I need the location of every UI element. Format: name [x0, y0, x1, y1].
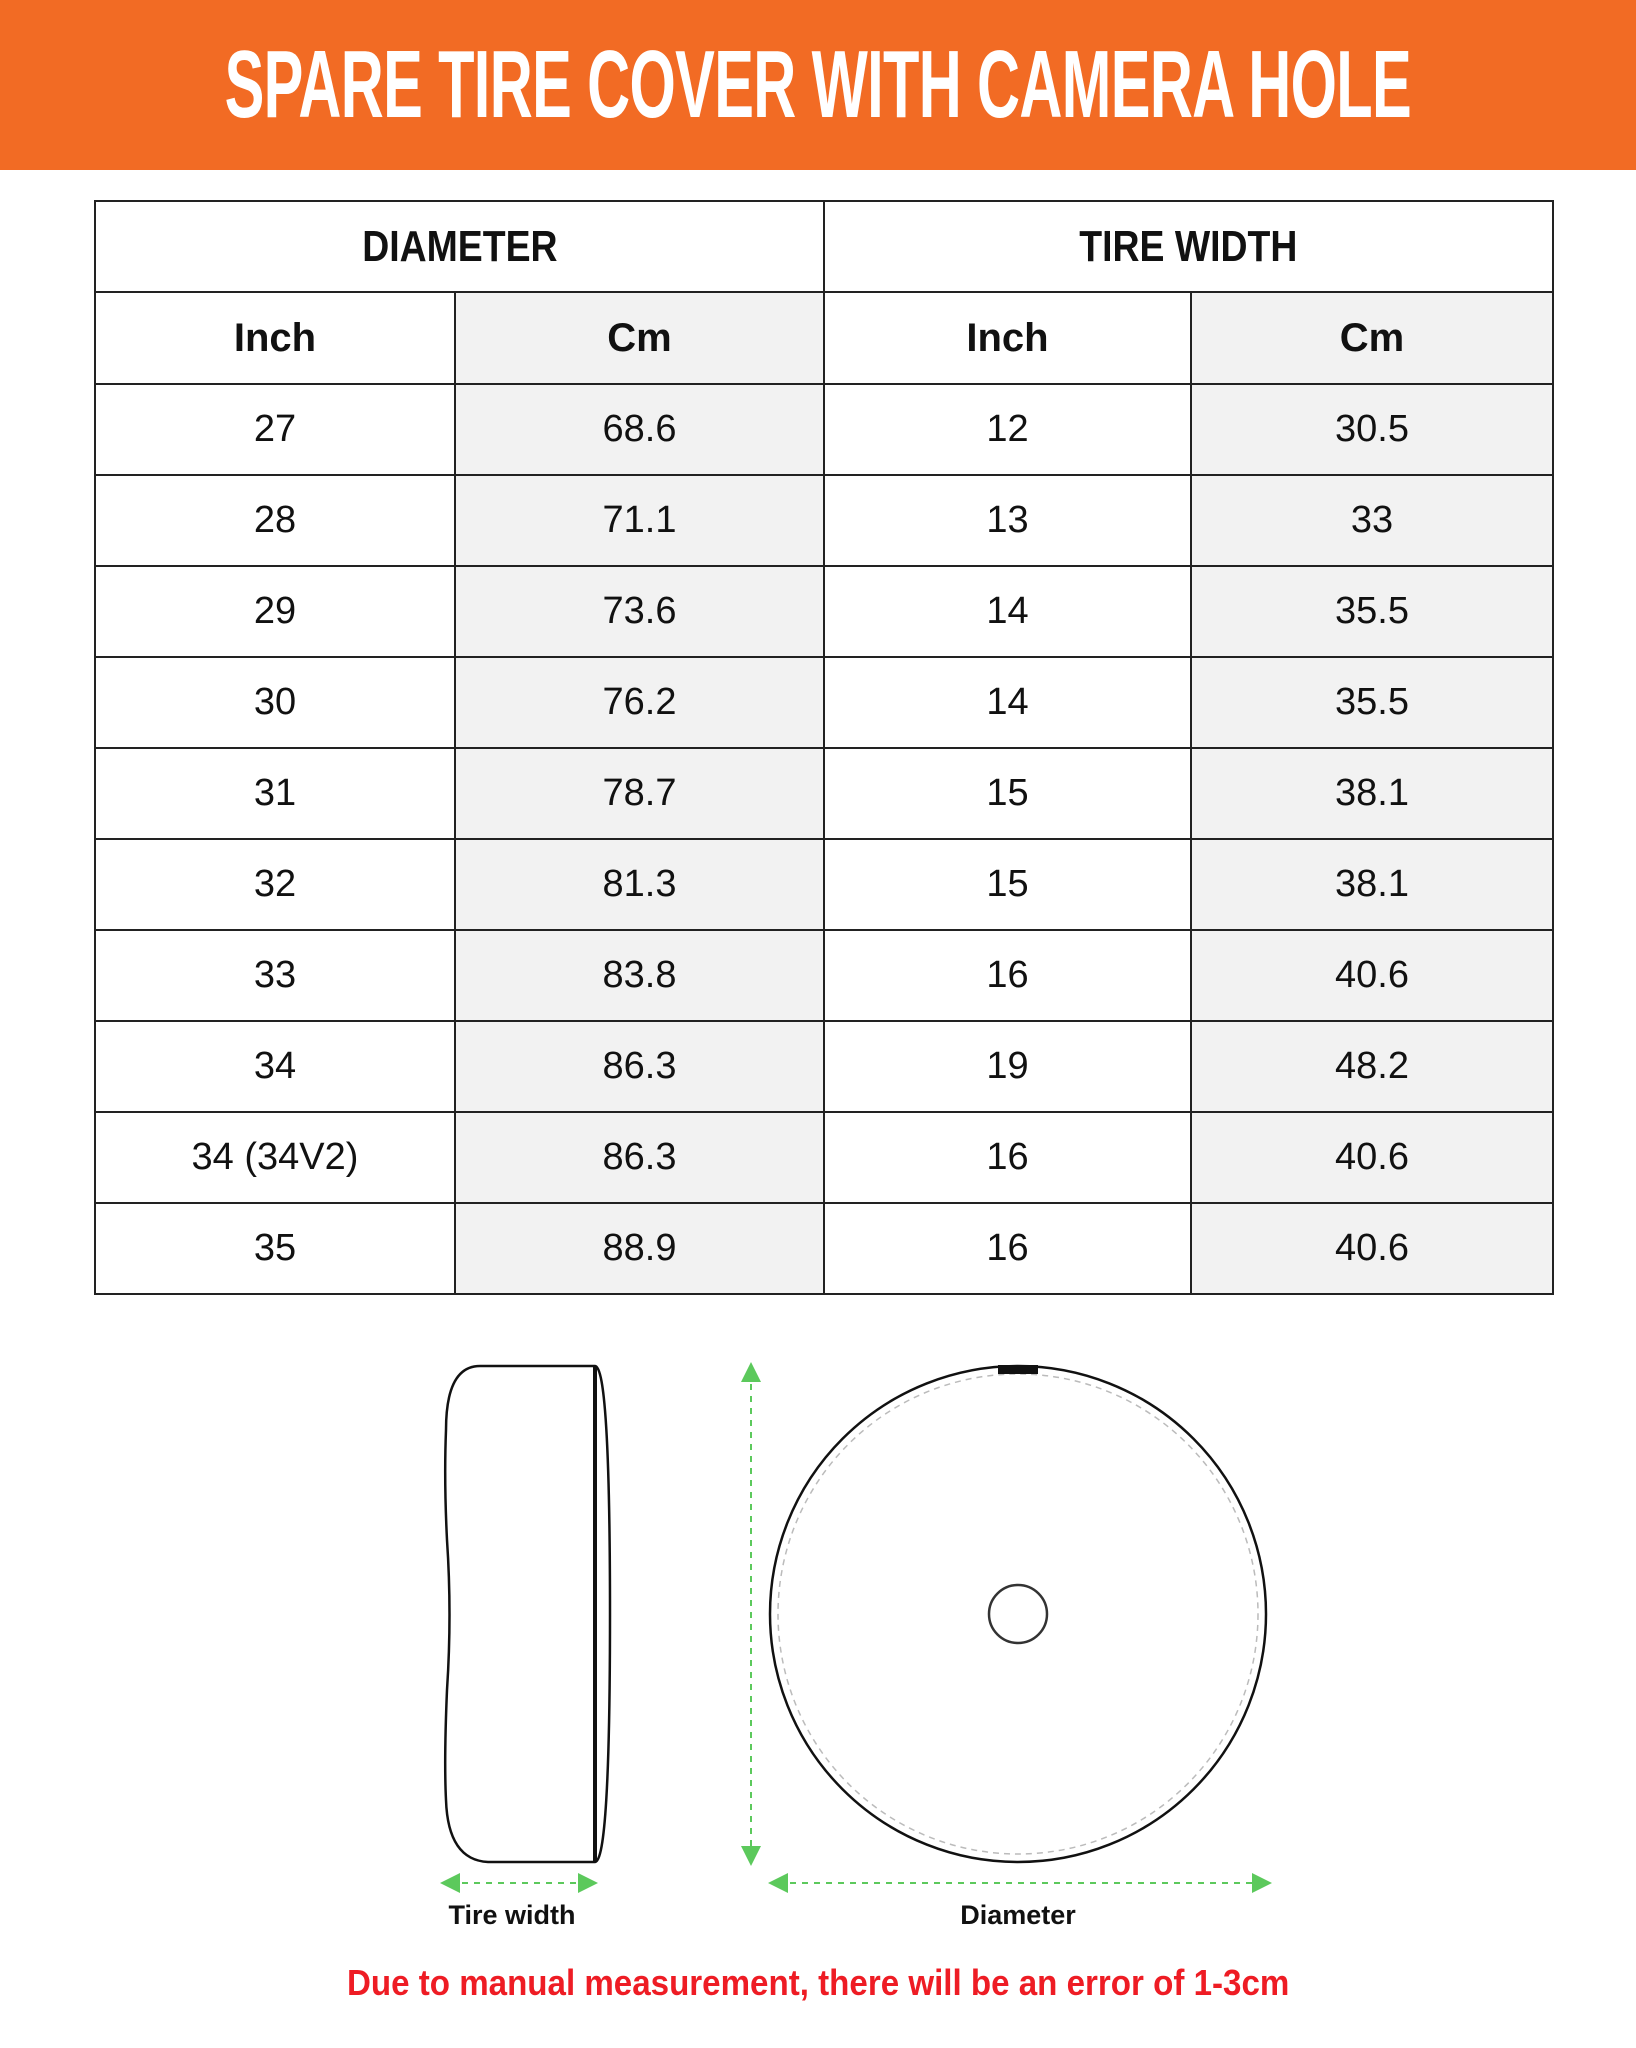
- width-cm-cell: 35.5: [1189, 656, 1555, 749]
- table-row: 28 71.1 13 33: [94, 474, 1555, 567]
- diameter-inch-cell: 34 (34V2): [94, 1111, 456, 1204]
- table-row: 31 78.7 15 38.1: [94, 747, 1555, 840]
- width-cm-cell: 40.6: [1189, 1202, 1555, 1295]
- width-inch-cell: 16: [823, 929, 1192, 1022]
- diameter-cm-cell: 76.2: [454, 656, 825, 749]
- width-inch-cell: 15: [823, 838, 1192, 931]
- width-inch-cell: 16: [823, 1202, 1192, 1295]
- diameter-cm-cell: 86.3: [454, 1020, 825, 1113]
- diameter-cm-cell: 71.1: [454, 474, 825, 567]
- diameter-cm-cell: 73.6: [454, 565, 825, 658]
- subheader-cm: Cm: [1189, 291, 1555, 385]
- table-row: 32 81.3 15 38.1: [94, 838, 1555, 931]
- subheader-inch: Inch: [94, 291, 456, 385]
- size-chart-table: DIAMETER TIRE WIDTH Inch Cm Inch Cm 27 68…: [94, 200, 1555, 1295]
- table-row: 34 (34V2) 86.3 16 40.6: [94, 1111, 1555, 1204]
- width-inch-cell: 13: [823, 474, 1192, 567]
- measurement-note: Due to manual measurement, there will be…: [346, 1962, 1290, 2003]
- diameter-cm-cell: 78.7: [454, 747, 825, 840]
- diameter-cm-cell: 83.8: [454, 929, 825, 1022]
- width-cm-cell: 35.5: [1189, 565, 1555, 658]
- header-tire-width: TIRE WIDTH: [822, 200, 1555, 293]
- width-inch-cell: 12: [823, 383, 1192, 476]
- diameter-inch-cell: 32: [94, 838, 456, 931]
- table-row: 27 68.6 12 30.5: [94, 383, 1555, 476]
- diameter-cm-cell: 68.6: [454, 383, 825, 476]
- table-row: 29 73.6 14 35.5: [94, 565, 1555, 658]
- tire-diagram: Tire width Diameter: [440, 1362, 1272, 1930]
- camera-hole-marker: [998, 1365, 1038, 1374]
- diameter-inch-cell: 29: [94, 565, 456, 658]
- width-cm-cell: 30.5: [1189, 383, 1555, 476]
- center-hole: [987, 1583, 1049, 1645]
- width-inch-cell: 19: [823, 1020, 1192, 1113]
- subheader-cm: Cm: [454, 291, 825, 385]
- diameter-inch-cell: 31: [94, 747, 456, 840]
- width-cm-cell: 38.1: [1189, 838, 1555, 931]
- title-banner: SPARE TIRE COVER WITH CAMERA HOLE: [0, 0, 1636, 170]
- width-inch-cell: 15: [823, 747, 1192, 840]
- width-inch-cell: 14: [823, 565, 1192, 658]
- diameter-inch-cell: 35: [94, 1202, 456, 1295]
- diameter-cm-cell: 88.9: [454, 1202, 825, 1295]
- diameter-label: Diameter: [960, 1900, 1076, 1930]
- diameter-inch-cell: 34: [94, 1020, 456, 1113]
- header-diameter: DIAMETER: [94, 200, 825, 293]
- subheader-inch: Inch: [823, 291, 1192, 385]
- width-cm-cell: 48.2: [1189, 1020, 1555, 1113]
- diameter-inch-cell: 27: [94, 383, 456, 476]
- table-row: 30 76.2 14 35.5: [94, 656, 1555, 749]
- diameter-inch-cell: 33: [94, 929, 456, 1022]
- width-cm-cell: 40.6: [1189, 1111, 1555, 1204]
- diameter-inch-cell: 28: [94, 474, 456, 567]
- tire-side-view: [443, 1364, 612, 1864]
- page-title: SPARE TIRE COVER WITH CAMERA HOLE: [224, 31, 1412, 138]
- diameter-cm-cell: 81.3: [454, 838, 825, 931]
- width-cm-cell: 40.6: [1189, 929, 1555, 1022]
- width-inch-cell: 14: [823, 656, 1192, 749]
- table-row: 35 88.9 16 40.6: [94, 1202, 1555, 1295]
- table-row: 33 83.8 16 40.6: [94, 929, 1555, 1022]
- width-cm-cell: 33: [1189, 474, 1555, 567]
- width-inch-cell: 16: [823, 1111, 1192, 1204]
- diameter-cm-cell: 86.3: [454, 1111, 825, 1204]
- diameter-inch-cell: 30: [94, 656, 456, 749]
- tire-front-view: [768, 1364, 1268, 1864]
- width-cm-cell: 38.1: [1189, 747, 1555, 840]
- tire-width-label: Tire width: [448, 1900, 575, 1930]
- table-row: 34 86.3 19 48.2: [94, 1020, 1555, 1113]
